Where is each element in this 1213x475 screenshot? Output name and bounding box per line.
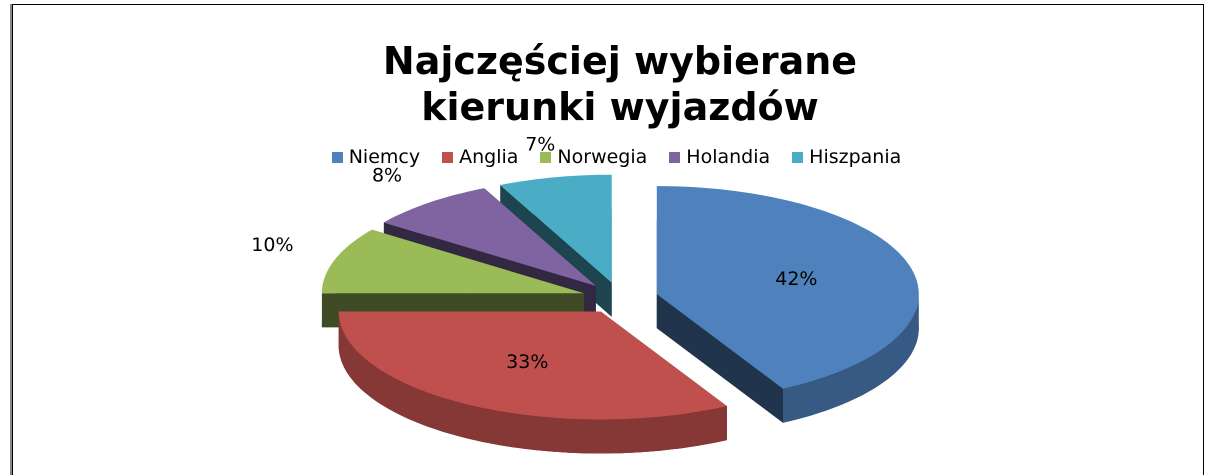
data-label: 33% — [506, 351, 548, 373]
chart-title: Najczęściej wybierane kierunki wyjazdów — [382, 39, 858, 129]
data-label: 8% — [372, 164, 402, 186]
legend-item: Holandia — [669, 146, 770, 168]
slice-top — [500, 174, 612, 283]
slice-top — [321, 229, 584, 294]
legend-item: Norwegia — [540, 146, 647, 168]
legend-label: Holandia — [686, 146, 771, 168]
data-label: 7% — [525, 133, 555, 155]
data-label: 10% — [251, 234, 293, 256]
legend-swatch — [792, 151, 804, 163]
pie-slice — [338, 311, 727, 454]
data-label: 42% — [775, 268, 817, 290]
legend-item: Hiszpania — [792, 146, 901, 168]
legend-label: Niemcy — [348, 146, 421, 168]
legend-swatch — [540, 151, 552, 163]
slice-top — [338, 311, 727, 420]
slice-top — [656, 186, 919, 389]
slice-top — [383, 188, 596, 286]
legend-swatch — [331, 151, 343, 163]
legend-label: Anglia — [459, 146, 519, 168]
legend-swatch — [669, 151, 681, 163]
slice-side — [783, 294, 919, 423]
slice-side — [338, 311, 727, 454]
pie-slice — [656, 186, 919, 423]
legend-label: Norwegia — [557, 146, 648, 168]
legend: Niemcy Anglia Norwegia Holandia Hiszpania — [0, 146, 1213, 168]
legend-item: Niemcy — [331, 146, 421, 168]
legend-swatch — [442, 151, 454, 163]
legend-label: Hiszpania — [809, 146, 902, 168]
chart-frame — [12, 4, 1204, 475]
slice-wall — [656, 294, 783, 423]
legend-item: Anglia — [442, 146, 518, 168]
